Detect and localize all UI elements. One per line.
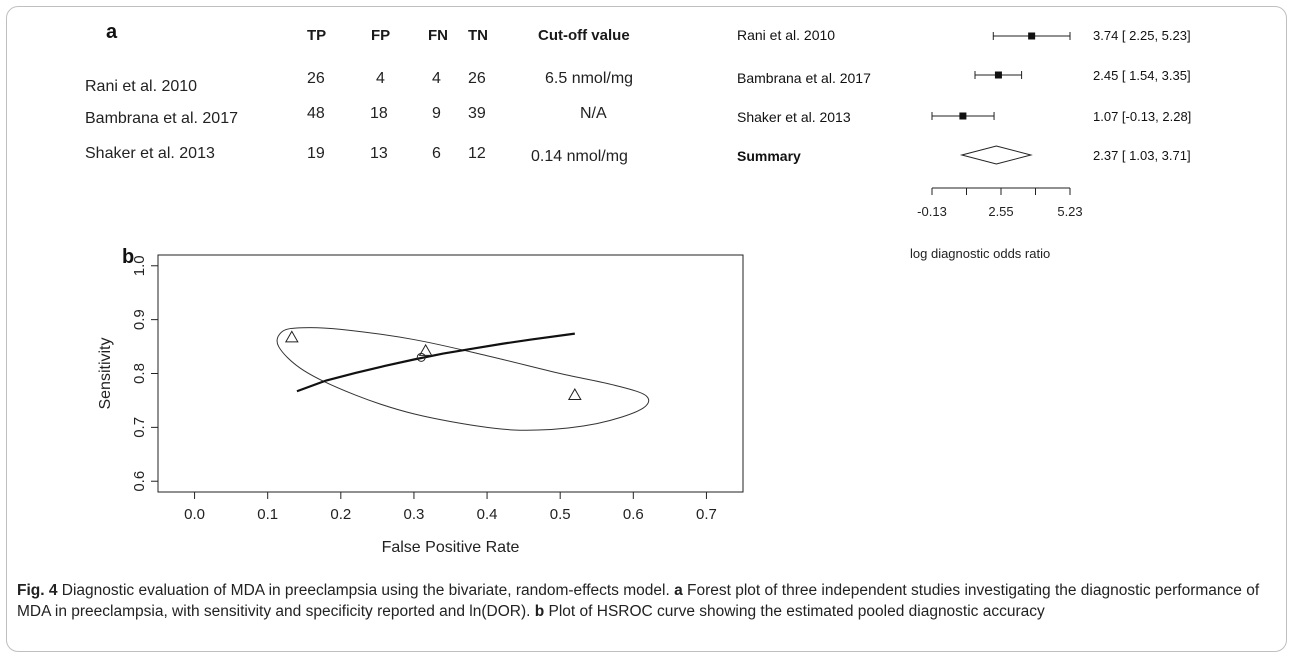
- forest-estimate-text: 1.07 [-0.13, 2.28]: [1093, 109, 1192, 124]
- forest-study-label: Bambrana et al. 2017: [737, 70, 871, 86]
- study-name: Rani et al. 2010: [85, 78, 198, 95]
- cell-fp: 13: [370, 145, 388, 162]
- hsroc-plot: 0.0 0.1 0.2 0.3 0.4 0.5 0.6 0.7 0.6 0.7 0.8 0.9 1.0 F…: [97, 246, 744, 556]
- cell-fn: 4: [432, 70, 441, 87]
- x-tick-label: 0.5: [550, 506, 571, 523]
- column-header-tn: TN: [468, 27, 488, 44]
- cell-fn: 6: [432, 145, 441, 162]
- summary-diamond: [959, 145, 1033, 165]
- cell-tn: 12: [468, 145, 486, 162]
- x-tick-label: 0.4: [477, 506, 498, 523]
- panel-a-letter: a: [106, 21, 118, 43]
- x-tick-label: 0.1: [257, 506, 278, 523]
- cell-cutoff: N/A: [580, 105, 607, 122]
- forest-x-axis-label: log diagnostic odds ratio: [910, 246, 1051, 261]
- figure-caption: Fig. 4 Diagnostic evaluation of MDA in p…: [17, 580, 1272, 622]
- column-header-fp: FP: [371, 27, 391, 44]
- x-tick-label: 0.0: [184, 506, 205, 523]
- caption-text: Forest plot of three independent studies…: [17, 582, 1260, 620]
- forest-estimate-text: 2.37 [ 1.03, 3.71]: [1093, 148, 1191, 163]
- forest-study-label: Rani et al. 2010: [737, 27, 836, 43]
- cell-cutoff: 6.5 nmol/mg: [545, 70, 634, 87]
- cell-tn: 39: [468, 105, 486, 122]
- caption-text: Diagnostic evaluation of MDA in preeclam…: [57, 582, 675, 599]
- estimate-marker: [959, 112, 967, 120]
- forest-study-label: Shaker et al. 2013: [737, 109, 851, 125]
- cell-fn: 9: [432, 105, 441, 122]
- confidence-region: [276, 327, 650, 431]
- forest-x-tick-label: 5.23: [1057, 204, 1082, 219]
- estimate-marker: [1028, 32, 1036, 40]
- y-tick-label: 1.0: [131, 255, 148, 276]
- study-point: [284, 330, 299, 343]
- cell-tp: 26: [307, 70, 325, 87]
- forest-estimate-text: 3.74 [ 2.25, 5.23]: [1093, 28, 1191, 43]
- x-tick-label: 0.2: [330, 506, 351, 523]
- x-tick-label: 0.7: [696, 506, 717, 523]
- column-header-cutoff: Cut-off value: [538, 27, 630, 44]
- x-tick-label: 0.6: [623, 506, 644, 523]
- figure-frame: [6, 6, 1287, 652]
- column-header-tp: TP: [307, 27, 327, 44]
- cell-tn: 26: [468, 70, 486, 87]
- cell-cutoff: 0.14 nmol/mg: [531, 148, 628, 165]
- forest-summary-label: Summary: [737, 148, 801, 164]
- summary-point: [416, 352, 426, 362]
- plot-frame: [157, 254, 744, 493]
- estimate-marker: [994, 71, 1002, 79]
- y-axis-label: Sensitivity: [97, 337, 114, 409]
- x-tick-label: 0.3: [404, 506, 425, 523]
- study-name: Shaker et al. 2013: [85, 145, 215, 162]
- cell-tp: 48: [307, 105, 325, 122]
- caption-fig-label: Fig. 4: [17, 582, 58, 599]
- caption-text: Plot of HSROC curve showing the estimate…: [544, 603, 1045, 620]
- y-tick-label: 0.7: [131, 417, 148, 438]
- forest-estimate-text: 2.45 [ 1.54, 3.35]: [1093, 68, 1191, 83]
- study-name: Bambrana et al. 2017: [85, 110, 238, 127]
- column-header-fn: FN: [428, 27, 448, 44]
- forest-plot-graphic: -0.13 2.55 5.23: [917, 32, 1083, 219]
- caption-panel-b-label: b: [534, 603, 545, 620]
- caption-panel-a-label: a: [674, 582, 683, 599]
- forest-x-tick-label: -0.13: [917, 204, 947, 219]
- study-point: [567, 388, 582, 401]
- forest-x-tick-label: 2.55: [988, 204, 1013, 219]
- y-tick-label: 0.8: [131, 363, 148, 384]
- hsroc-curve: [296, 332, 575, 393]
- cell-fp: 18: [370, 105, 388, 122]
- panel-b-letter: b: [122, 246, 134, 268]
- y-tick-label: 0.9: [131, 309, 148, 330]
- cell-tp: 19: [307, 145, 325, 162]
- cell-fp: 4: [376, 70, 385, 87]
- y-tick-label: 0.6: [131, 471, 148, 492]
- x-axis-label: False Positive Rate: [382, 539, 520, 556]
- study-point: [418, 343, 433, 356]
